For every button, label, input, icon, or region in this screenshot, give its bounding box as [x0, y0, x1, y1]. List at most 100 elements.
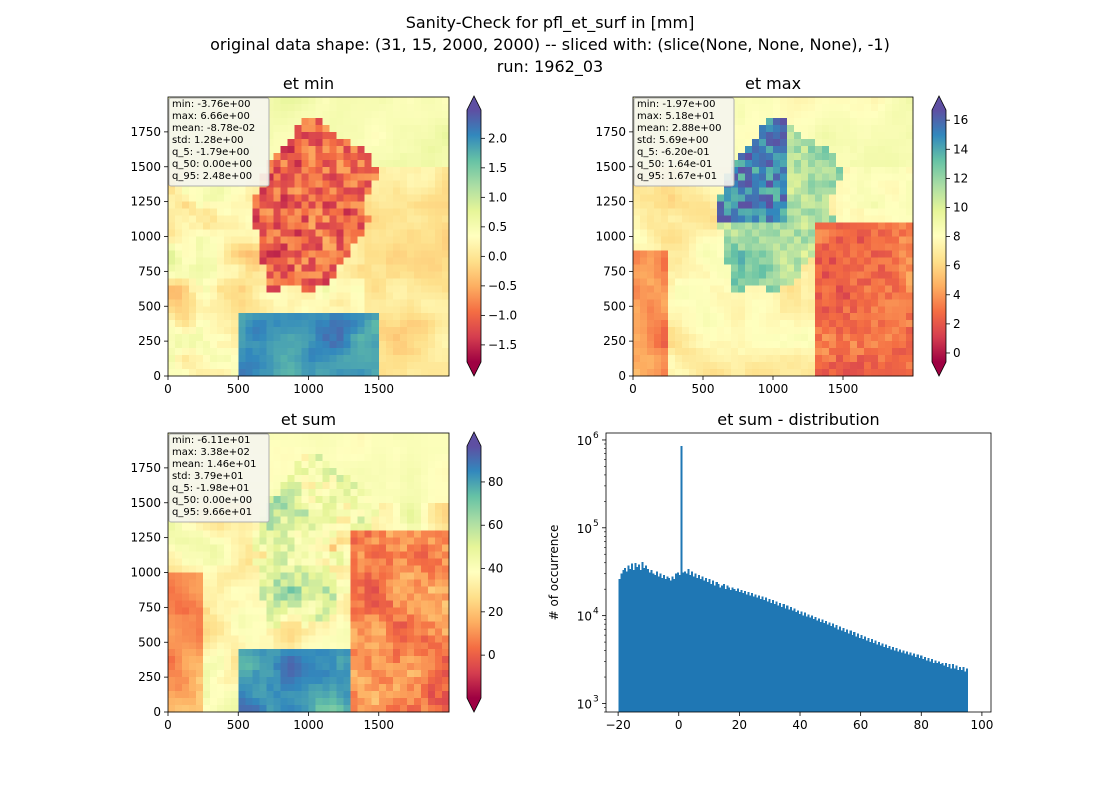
heatmap-cell — [794, 285, 802, 293]
heatmap-cell — [217, 229, 225, 238]
heatmap-cell — [182, 537, 190, 546]
heatmap-cell — [647, 257, 655, 265]
heatmap-cell — [245, 257, 253, 265]
heatmap-cell — [217, 579, 225, 588]
heatmap-cell — [682, 271, 690, 279]
heatmap-cell — [252, 670, 260, 678]
heatmap-cell — [661, 229, 669, 238]
heatmap-cell — [801, 341, 809, 349]
heatmap-cell — [885, 369, 893, 377]
heatmap-cell — [738, 124, 746, 133]
heatmap-cell — [413, 201, 422, 210]
heatmap-cell — [287, 600, 296, 608]
heatmap-cell — [287, 166, 296, 175]
heatmap-cell — [766, 334, 774, 342]
heatmap-cell — [322, 97, 331, 105]
heatmap-cell — [815, 306, 823, 314]
heatmap-cell — [441, 124, 450, 133]
x-tick-label: 1000 — [758, 382, 789, 396]
heatmap-cell — [385, 103, 394, 112]
heatmap-cell — [357, 187, 366, 196]
heatmap-cell — [871, 320, 879, 328]
heatmap-cell — [364, 656, 373, 664]
heatmap-cell — [196, 229, 204, 238]
heatmap-cell — [329, 544, 338, 553]
heatmap-cell — [252, 684, 260, 692]
heatmap-cell — [759, 299, 767, 307]
heatmap-cell — [189, 278, 197, 286]
heatmap-cell — [794, 194, 802, 203]
heatmap-cell — [196, 621, 204, 629]
heatmap-cell — [892, 117, 900, 126]
heatmap-cell — [724, 229, 732, 238]
heatmap-cell — [829, 201, 837, 210]
heatmap-cell — [766, 201, 774, 210]
heatmap-cell — [210, 355, 218, 363]
heatmap-cell — [406, 264, 415, 272]
heatmap-cell — [668, 313, 676, 321]
heatmap-cell — [399, 201, 408, 210]
heatmap-cell — [357, 341, 366, 349]
heatmap-cell — [217, 544, 225, 553]
heatmap-cell — [280, 516, 289, 525]
heatmap-cell — [885, 103, 893, 112]
heatmap-cell — [364, 677, 373, 685]
heatmap-cell — [633, 348, 641, 356]
heatmap-cell — [675, 369, 683, 377]
heatmap-cell — [899, 110, 907, 119]
heatmap-cell — [266, 705, 274, 713]
heatmap-cell — [329, 152, 338, 161]
heatmap-cell — [399, 229, 408, 238]
heatmap-cell — [815, 369, 823, 377]
heatmap-cell — [773, 138, 781, 147]
heatmap-cell — [808, 159, 816, 168]
heatmap-cell — [406, 131, 415, 140]
heatmap-cell — [182, 341, 190, 349]
heatmap-cell — [434, 201, 443, 210]
heatmap-cell — [843, 173, 851, 182]
heatmap-cell — [301, 663, 310, 671]
heatmap-cell — [336, 558, 345, 567]
heatmap-cell — [406, 467, 415, 476]
heatmap-cell — [224, 271, 232, 279]
heatmap-cell — [427, 481, 436, 490]
heatmap-cell — [815, 327, 823, 335]
heatmap-cell — [731, 271, 739, 279]
heatmap-cell — [892, 201, 900, 210]
heatmap-cell — [406, 698, 415, 706]
heatmap-cell — [259, 369, 267, 377]
heatmap-cell — [189, 355, 197, 363]
heatmap-cell — [350, 544, 359, 553]
heatmap-cell — [766, 166, 774, 175]
heatmap-cell — [329, 551, 338, 560]
heatmap-cell — [266, 138, 274, 147]
heatmap-cell — [647, 299, 655, 307]
heatmap-cell — [787, 334, 795, 342]
heatmap-cell — [808, 362, 816, 370]
heatmap-cell — [675, 285, 683, 293]
heatmap-cell — [633, 299, 641, 307]
heatmap-cell — [766, 243, 774, 252]
heatmap-cell — [308, 222, 317, 231]
heatmap-cell — [203, 187, 211, 196]
heatmap-cell — [822, 194, 830, 203]
heatmap-cell — [668, 194, 676, 203]
heatmap-cell — [203, 565, 211, 574]
heatmap-cell — [399, 649, 408, 657]
heatmap-cell — [189, 264, 197, 272]
heatmap-cell — [371, 670, 380, 678]
heatmap-cell — [350, 558, 359, 567]
heatmap-cell — [287, 97, 296, 105]
heatmap-cell — [175, 558, 183, 567]
heatmap-cell — [189, 523, 197, 532]
heatmap-cell — [210, 621, 218, 629]
heatmap-cell — [878, 124, 886, 133]
heatmap-cell — [322, 593, 331, 601]
heatmap-cell — [406, 348, 415, 356]
heatmap-cell — [287, 348, 296, 356]
heatmap-cell — [315, 285, 324, 293]
heatmap-cell — [399, 544, 408, 553]
heatmap-cell — [406, 544, 415, 553]
heatmap-cell — [780, 292, 788, 300]
heatmap-cell — [280, 229, 289, 238]
